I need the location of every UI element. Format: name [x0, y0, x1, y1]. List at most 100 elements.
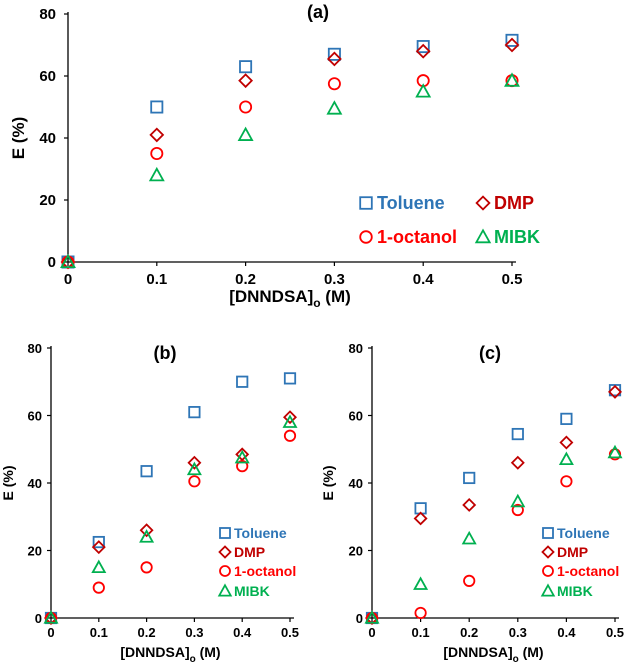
x-tick-label: 0.5: [502, 271, 523, 288]
y-axis-title: E (%): [9, 117, 28, 160]
data-point-circle: [239, 100, 253, 114]
data-point-circle: [283, 429, 297, 442]
data-point-diamond: [462, 497, 477, 512]
legend-marker-diamond: [475, 195, 491, 211]
legend-label: 1-octanol: [377, 227, 457, 247]
data-point-triangle: [237, 126, 254, 141]
data-point-diamond: [187, 455, 202, 470]
data-point-diamond: [559, 435, 574, 450]
data-point-diamond: [326, 51, 342, 67]
data-point-triangle: [413, 576, 429, 590]
legend-marker-triangle: [474, 228, 492, 244]
data-point-square: [92, 535, 105, 549]
x-axis-title-sub: o: [313, 296, 320, 310]
x-tick-label: 0.2: [460, 625, 478, 640]
x-tick-label: 0: [64, 271, 72, 288]
legend-marker-circle: [542, 565, 554, 577]
data-point-diamond: [91, 540, 106, 555]
x-axis-title-main: [DNNDSA]: [443, 644, 512, 660]
legend-label: MIBK: [494, 227, 540, 247]
legend-label: DMP: [557, 544, 588, 560]
data-point-square: [560, 412, 573, 425]
data-point-square: [505, 33, 519, 47]
data-point-diamond: [238, 73, 254, 89]
y-tick-label: 60: [28, 409, 42, 424]
legend-label: MIBK: [557, 583, 593, 599]
x-tick-label: 0.4: [413, 271, 435, 288]
y-axis-title: E (%): [320, 466, 336, 501]
x-tick-label: 0.2: [235, 271, 256, 288]
legend-marker-square: [219, 527, 231, 539]
data-point-square: [327, 47, 341, 61]
x-tick-label: 0.3: [185, 625, 203, 640]
x-axis-title-sub: o: [190, 654, 196, 664]
chart-title: (c): [479, 343, 501, 363]
data-point-triangle: [364, 610, 380, 624]
x-tick-label: 0.1: [412, 625, 430, 640]
x-tick-label: 0: [47, 625, 54, 640]
x-axis-title: [DNNDSA]o (M): [443, 644, 543, 664]
data-point-triangle: [282, 414, 298, 428]
legend-marker-triangle: [540, 583, 556, 597]
legend-marker-diamond: [541, 545, 555, 559]
data-point-square: [511, 427, 524, 441]
x-tick-label: 0.2: [138, 625, 156, 640]
legend-marker-circle: [219, 565, 231, 577]
x-tick-label: 0.5: [606, 625, 624, 640]
data-point-diamond: [413, 511, 428, 526]
y-tick-label: 20: [28, 544, 42, 559]
data-point-triangle: [186, 461, 202, 476]
data-point-triangle: [510, 493, 526, 508]
chart-panel-a: 0 0.1 0.2 0.3 0.4 0.5 0 20 40 60 80 (a) [DNNDSA]o (M…: [9, 2, 540, 310]
data-point-triangle: [558, 451, 574, 466]
data-point-triangle: [461, 530, 477, 545]
x-axis-title-sub: o: [513, 654, 519, 664]
data-point-diamond: [139, 523, 154, 538]
data-point-square: [150, 100, 164, 114]
data-point-triangle: [139, 529, 155, 543]
y-tick-label: 20: [349, 544, 363, 559]
x-axis-title-tail: (M): [196, 644, 221, 660]
data-point-circle: [327, 77, 341, 91]
data-point-diamond: [415, 43, 431, 59]
x-axis-title-tail: (M): [321, 287, 351, 306]
series-mibk: [43, 414, 298, 624]
legend: Toluene DMP 1-octanol MIBK: [359, 193, 540, 247]
legend-label: Toluene: [377, 193, 445, 213]
data-point-triangle: [234, 449, 250, 464]
data-point-circle: [236, 460, 249, 473]
x-tick-label: 0.1: [146, 271, 167, 288]
data-point-triangle: [415, 83, 432, 98]
data-point-circle: [511, 503, 524, 517]
y-tick-label: 0: [356, 611, 363, 626]
data-point-triangle: [60, 253, 76, 269]
legend-label: 1-octanol: [234, 563, 296, 579]
x-tick-label: 0.4: [557, 625, 576, 640]
data-point-square: [140, 465, 153, 478]
x-tick-label: 0.3: [509, 625, 527, 640]
data-point-square: [188, 406, 201, 419]
legend-label: DMP: [234, 544, 265, 560]
y-tick-label: 80: [39, 6, 56, 23]
chart-panel-b: 0 0.1 0.2 0.3 0.4 0.5 0 20 40 60 80 (b) [DNNDSA]o (M…: [0, 341, 299, 664]
data-point-triangle: [504, 72, 520, 87]
legend-label: 1-octanol: [557, 563, 619, 579]
data-point-triangle: [91, 559, 107, 574]
data-point-triangle: [43, 610, 59, 624]
legend: Toluene DMP 1-octanol MIBK: [540, 525, 619, 599]
y-tick-label: 0: [35, 611, 42, 626]
chart-title: (a): [307, 2, 329, 22]
data-point-square: [416, 40, 430, 54]
y-tick-label: 40: [349, 476, 363, 491]
legend-label: MIBK: [234, 583, 270, 599]
legend: Toluene DMP 1-octanol MIBK: [217, 525, 296, 599]
x-axis-title: [DNNDSA]o (M): [229, 287, 351, 310]
data-point-square: [239, 60, 253, 74]
legend-marker-circle: [359, 230, 373, 244]
data-point-triangle: [607, 444, 623, 459]
series-mibk: [60, 72, 520, 269]
data-point-circle: [414, 606, 427, 620]
x-axis-title-tail: (M): [519, 644, 544, 660]
x-tick-label: 0.3: [324, 271, 345, 288]
